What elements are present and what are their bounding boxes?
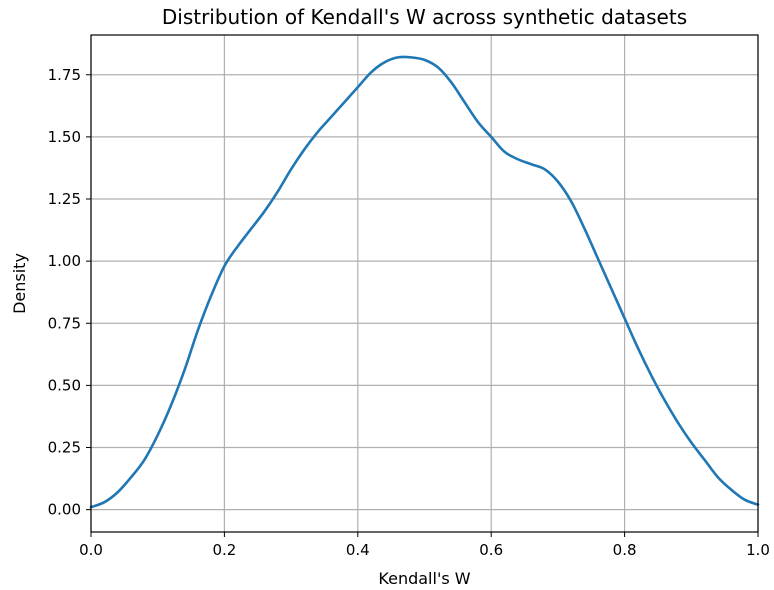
x-tick-label: 0.4 bbox=[346, 541, 370, 559]
y-tick-label: 0.25 bbox=[48, 439, 81, 457]
y-tick-label: 1.75 bbox=[48, 66, 81, 84]
y-tick-label: 1.50 bbox=[48, 128, 81, 146]
chart-title: Distribution of Kendall's W across synth… bbox=[162, 5, 687, 29]
y-tick-label: 0.50 bbox=[48, 376, 81, 394]
y-tick-label: 1.25 bbox=[48, 190, 81, 208]
x-axis-ticks: 0.0 0.2 0.4 0.6 0.8 1.0 bbox=[79, 532, 770, 559]
series-layer bbox=[89, 55, 760, 509]
y-axis-ticks: 0.00 0.25 0.50 0.75 1.00 1.25 1.50 1.75 bbox=[48, 66, 91, 519]
density-curve bbox=[89, 55, 760, 509]
y-tick-label: 1.00 bbox=[48, 252, 81, 270]
x-tick-label: 0.0 bbox=[79, 541, 103, 559]
y-axis-label: Density bbox=[10, 253, 29, 314]
x-tick-label: 0.2 bbox=[212, 541, 236, 559]
x-tick-label: 1.0 bbox=[746, 541, 770, 559]
y-tick-label: 0.75 bbox=[48, 314, 81, 332]
x-axis-label: Kendall's W bbox=[378, 569, 470, 588]
x-tick-label: 0.8 bbox=[613, 541, 637, 559]
grid bbox=[90, 35, 759, 532]
plot-frame bbox=[90, 34, 759, 533]
x-tick-label: 0.6 bbox=[479, 541, 503, 559]
y-tick-label: 0.00 bbox=[48, 501, 81, 519]
